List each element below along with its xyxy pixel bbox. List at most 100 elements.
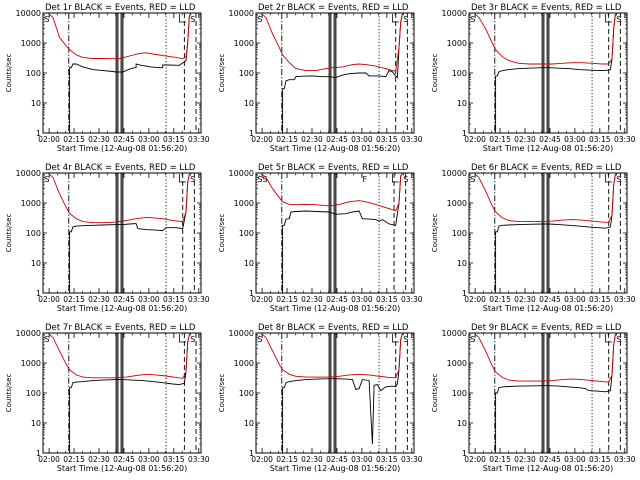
chart-title: Det 7r BLACK = Events, RED = LLD: [45, 323, 196, 333]
x-tick-label: 02:30: [88, 135, 110, 144]
x-tick-label: 02:15: [276, 455, 298, 464]
x-tick-label: 03:15: [589, 295, 611, 304]
y-tick-label: 1: [462, 449, 467, 458]
x-tick-label: 02:15: [276, 295, 298, 304]
x-tick-label: 02:45: [326, 455, 348, 464]
x-tick-label: 02:45: [113, 135, 135, 144]
segment-label: S: [257, 335, 262, 344]
y-tick-label: 100: [452, 389, 467, 398]
chart-panel-7: Det 7r BLACK = Events, RED = LLD 1 10 100 10…: [5, 323, 210, 473]
series-events-line: [495, 13, 618, 133]
series-events-line: [69, 173, 192, 293]
series-events-line: [495, 333, 618, 453]
segment-label: S: [44, 175, 49, 184]
segment-label: S: [470, 15, 475, 24]
y-tick-label: 1: [249, 289, 254, 298]
x-tick-label: 02:30: [514, 455, 536, 464]
x-tick-label: 02:00: [464, 135, 486, 144]
y-tick-label: 10: [457, 259, 467, 268]
series-events-line: [282, 333, 404, 453]
segment-bracket: [178, 14, 187, 23]
segment-label: SS: [257, 175, 267, 184]
x-tick-label: 03:30: [401, 455, 423, 464]
x-tick-label: 03:30: [188, 455, 210, 464]
x-tick-label: 02:45: [539, 295, 561, 304]
x-tick-label: 03:30: [614, 135, 636, 144]
x-tick-label: 02:45: [113, 455, 135, 464]
x-tick-label: 02:30: [301, 455, 323, 464]
segment-label: S: [470, 175, 475, 184]
y-tick-label: 100: [239, 229, 254, 238]
y-tick-label: 10000: [442, 169, 467, 178]
y-tick-label: 1000: [21, 359, 41, 368]
y-tick-label: 10: [244, 419, 254, 428]
plot-frame: [468, 332, 628, 454]
x-tick-label: 02:00: [38, 295, 60, 304]
series-lld-line: [473, 333, 618, 383]
chart-title: Det 4r BLACK = Events, RED = LLD: [45, 163, 196, 173]
y-axis-label: Counts/sec: [5, 54, 13, 93]
y-tick-label: 100: [239, 69, 254, 78]
y-tick-label: 10000: [442, 329, 467, 338]
plot-frame: [42, 12, 202, 134]
x-axis-label: Start Time (12-Aug-08 01:56:20): [270, 304, 401, 313]
y-tick-label: 1: [249, 449, 254, 458]
x-tick-label: 02:15: [63, 135, 85, 144]
plot-frame: [468, 12, 628, 134]
x-tick-label: 03:15: [589, 455, 611, 464]
x-tick-label: 03:30: [401, 135, 423, 144]
x-tick-label: 02:45: [113, 295, 135, 304]
y-tick-label: 1: [462, 129, 467, 138]
x-tick-label: 02:15: [63, 295, 85, 304]
x-axis-label: Start Time (12-Aug-08 01:56:20): [57, 464, 188, 473]
chart-panel-3: Det 3r BLACK = Events, RED = LLD 1 10 100 10…: [431, 3, 636, 153]
chart-title: Det 8r BLACK = Events, RED = LLD: [258, 323, 409, 333]
y-tick-label: 1: [36, 129, 41, 138]
y-tick-label: 10: [244, 99, 254, 108]
chart-panel-9: Det 9r BLACK = Events, RED = LLD 1 10 100 10…: [431, 323, 636, 473]
y-tick-label: 1000: [234, 39, 254, 48]
y-axis-label: Counts/sec: [218, 374, 226, 413]
segment-label: S: [44, 335, 49, 344]
y-tick-label: 100: [452, 229, 467, 238]
chart-panel-8: Det 8r BLACK = Events, RED = LLD 1 10 100 10…: [218, 323, 423, 473]
plot-frame: [255, 332, 415, 454]
segment-label: S: [403, 15, 408, 24]
y-tick-label: 1: [249, 129, 254, 138]
chart-title: Det 9r BLACK = Events, RED = LLD: [471, 323, 622, 333]
series-lld-line: [473, 13, 618, 65]
x-tick-label: 02:00: [464, 295, 486, 304]
plot-frame: [42, 332, 202, 454]
y-tick-label: 10000: [229, 169, 254, 178]
x-tick-label: 02:30: [514, 295, 536, 304]
segment-label: S: [616, 175, 621, 184]
plot-frame: [468, 172, 628, 294]
chart-title: Det 6r BLACK = Events, RED = LLD: [471, 163, 622, 173]
x-tick-label: 03:15: [163, 455, 185, 464]
segment-bracket: [391, 14, 400, 23]
plot-frame: [255, 172, 415, 294]
series-lld-line: [473, 173, 618, 223]
y-tick-label: 10: [31, 99, 41, 108]
series-lld-line: [47, 173, 192, 224]
x-tick-label: 03:15: [376, 295, 398, 304]
x-tick-label: 02:30: [301, 135, 323, 144]
y-tick-label: 10: [31, 419, 41, 428]
y-tick-label: 10: [244, 259, 254, 268]
x-tick-label: 03:00: [564, 135, 586, 144]
y-tick-label: 1000: [447, 359, 467, 368]
plot-frame: [255, 12, 415, 134]
series-events-line: [69, 333, 192, 453]
x-tick-label: 03:00: [138, 455, 160, 464]
y-tick-label: 100: [239, 389, 254, 398]
segment-bracket: [178, 174, 187, 183]
y-tick-label: 1000: [234, 359, 254, 368]
series-lld-line: [47, 333, 192, 379]
x-tick-label: 02:45: [326, 295, 348, 304]
x-axis-label: Start Time (12-Aug-08 01:56:20): [57, 144, 188, 153]
x-tick-label: 02:15: [63, 455, 85, 464]
x-tick-label: 03:30: [188, 135, 210, 144]
y-tick-label: 1000: [21, 199, 41, 208]
segment-label: S: [190, 15, 195, 24]
segment-label: S: [44, 15, 49, 24]
